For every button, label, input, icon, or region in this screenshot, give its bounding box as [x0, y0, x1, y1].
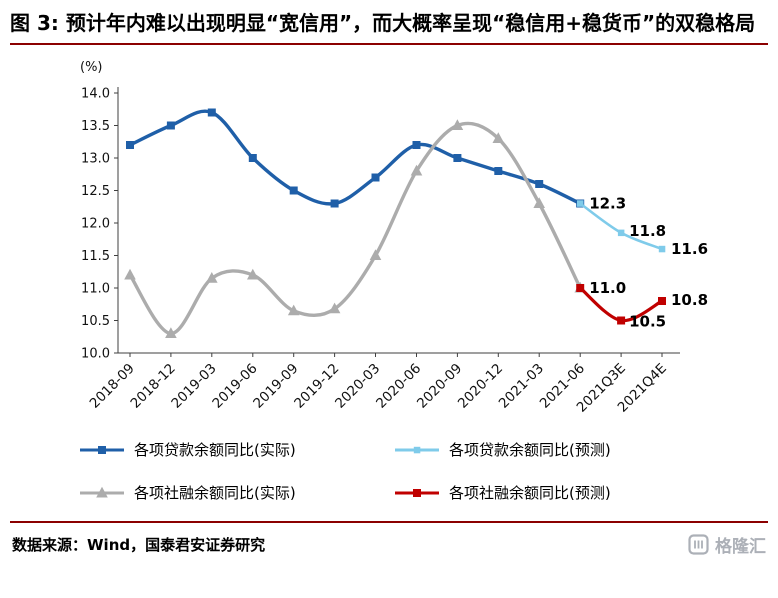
series-marker-square	[617, 229, 625, 237]
figure-title: 图 3: 预计年内难以出现明显“宽信用”，而大概率呈现“稳信用+稳货币”的双稳格…	[10, 11, 756, 35]
series-marker-square	[658, 297, 666, 305]
legend-label: 各项社融余额同比(预测)	[449, 484, 611, 502]
y-tick-label: 10.5	[81, 314, 110, 329]
series-marker-triangle	[165, 327, 177, 338]
y-tick-label: 13.5	[81, 119, 110, 134]
y-tick-label: 12.5	[81, 184, 110, 199]
footer-divider	[10, 521, 768, 523]
series-marker-triangle	[492, 132, 505, 143]
series-marker-square	[166, 121, 175, 130]
legend-label: 各项贷款余额同比(实际)	[134, 441, 296, 459]
y-tick-label: 12.0	[81, 217, 110, 232]
data-label: 11.8	[629, 222, 666, 240]
plot-region: 10.010.511.011.512.012.513.013.514.02018…	[81, 87, 708, 416]
legend-item: 各项贷款余额同比(预测)	[394, 439, 699, 460]
series-marker-triangle	[96, 486, 108, 497]
series-marker-square	[413, 488, 421, 497]
series-marker-triangle	[410, 164, 423, 176]
data-label: 11.0	[589, 279, 626, 297]
y-tick-label: 14.0	[81, 87, 110, 102]
series-marker-triangle	[206, 272, 218, 283]
series-marker-square	[576, 284, 585, 292]
y-axis-unit-label: (%)	[80, 60, 103, 75]
y-tick-label: 13.0	[81, 152, 110, 167]
series-marker-square	[330, 199, 339, 208]
legend-item: 各项社融余额同比(实际)	[79, 482, 394, 503]
y-tick-label: 11.0	[81, 282, 110, 297]
legend-label: 各项贷款余额同比(预测)	[449, 441, 611, 459]
series-marker-triangle	[287, 304, 300, 316]
series-marker-triangle	[451, 119, 464, 130]
data-label: 11.6	[671, 240, 708, 258]
series-marker-square	[494, 167, 503, 175]
series-marker-square	[248, 154, 257, 162]
series-marker-square	[207, 108, 216, 117]
series-marker-square	[577, 200, 584, 207]
legend-item: 各项贷款余额同比(实际)	[79, 439, 394, 460]
gelonghui-logo-icon	[688, 534, 709, 555]
series-marker-square	[535, 180, 544, 188]
title-divider	[10, 43, 768, 45]
series-marker-triangle	[247, 268, 259, 280]
data-label: 12.3	[589, 195, 626, 213]
series-marker-square	[658, 245, 666, 253]
data-source-text: 数据来源：Wind，国泰君安证券研究	[12, 536, 266, 554]
line-chart: (%) 10.010.511.011.512.012.513.013.514.0…	[80, 60, 708, 416]
chart-legend: 各项贷款余额同比(实际) 各项贷款余额同比(预测) 各项社融余额同比(实际) 各项社融…	[10, 439, 768, 503]
legend-item: 各项社融余额同比(预测)	[394, 482, 699, 503]
series-line-2	[128, 121, 582, 336]
series-marker-triangle	[533, 197, 545, 208]
footer: 数据来源：Wind，国泰君安证券研究 格隆汇	[10, 532, 768, 557]
series-marker-triangle	[369, 249, 382, 260]
gelonghui-logo-text: 格隆汇	[715, 537, 766, 557]
series-marker-square	[98, 445, 106, 454]
series-marker-square	[126, 141, 134, 149]
y-tick-label: 10.0	[81, 347, 110, 362]
legend-symbol-square	[395, 446, 439, 453]
chart-area: (%) 10.0 10.5 11.0 11.5 12.0 12.5 13.0 13.5 14.0…	[30, 53, 768, 435]
y-tick-label: 11.5	[81, 249, 110, 264]
series-marker-square	[289, 186, 298, 195]
series-marker-square	[453, 154, 462, 162]
series-marker-triangle	[328, 302, 341, 314]
data-label: 10.5	[629, 313, 666, 331]
gelonghui-logo: 格隆汇	[688, 532, 766, 557]
series-marker-square	[371, 173, 380, 182]
series-marker-square	[617, 316, 626, 325]
legend-symbol-triangle	[80, 486, 124, 497]
legend-symbol-square	[80, 445, 124, 454]
series-marker-triangle	[124, 268, 136, 280]
series-marker-square	[412, 141, 421, 149]
legend-symbol-square	[395, 488, 439, 497]
series-marker-square	[413, 446, 421, 453]
data-label: 10.8	[671, 291, 708, 309]
legend-label: 各项社融余额同比(实际)	[134, 484, 296, 502]
